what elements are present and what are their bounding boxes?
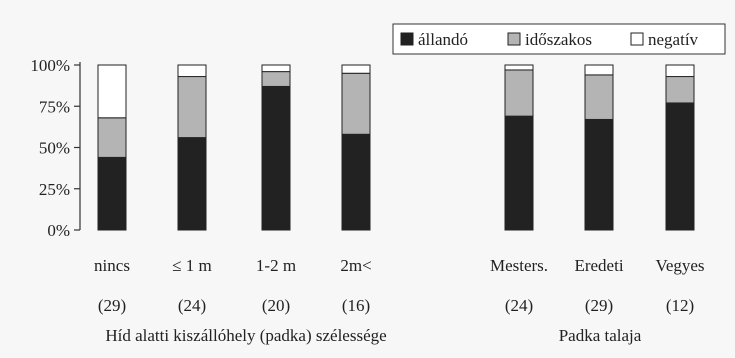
y-tick-label-4: 100% (30, 56, 70, 75)
category-label-g0-c3: 2m< (340, 256, 371, 275)
legend-box (392, 23, 726, 55)
group-label-1: Padka talaja (559, 326, 642, 345)
sample-size-label-g1-c2: (12) (666, 296, 694, 315)
bar-g0-c3-s2 (341, 64, 371, 74)
category-labels: nincs (29) ≤ 1 m (24) 1-2 m (20) 2m< (16) Híd al… (94, 256, 705, 345)
y-axis: 0% 25% 50% 75% 100% (30, 56, 81, 240)
bar-g0-c2-s0 (261, 85, 291, 231)
category-label-g0-c0: nincs (94, 256, 130, 275)
y-tick-label-1: 25% (39, 180, 70, 199)
legend-label-2: negatív (648, 30, 699, 49)
category-label-g1-c0: Mesters. (490, 256, 548, 275)
bar-g0-c0-s1 (97, 117, 127, 158)
bar-g0-c2-s1 (261, 71, 291, 87)
bars (97, 64, 695, 231)
sample-size-label-g1-c0: (24) (505, 296, 533, 315)
bar-g1-c1-s0 (584, 118, 614, 231)
category-label-g0-c2: 1-2 m (256, 256, 296, 275)
legend-swatch-1 (507, 32, 521, 46)
bar-g1-c2-s2 (665, 64, 695, 78)
y-tick-label-2: 50% (39, 139, 70, 158)
bar-g1-c0-s2 (504, 64, 534, 71)
bar-g0-c0-s0 (97, 156, 127, 231)
legend: állandó időszakos negatív (392, 23, 726, 55)
category-label-g1-c1: Eredeti (574, 256, 623, 275)
bar-g1-c0-s0 (504, 115, 534, 231)
legend-swatch-0 (400, 32, 414, 46)
bar-g1-c1-s2 (584, 64, 614, 76)
category-label-g0-c1: ≤ 1 m (172, 256, 212, 275)
bar-g0-c0-s2 (97, 64, 127, 119)
category-label-g1-c2: Vegyes (655, 256, 704, 275)
legend-label-0: állandó (418, 30, 468, 49)
legend-swatch-2 (630, 32, 644, 46)
bar-g0-c3-s1 (341, 72, 371, 135)
bar-g0-c1-s0 (177, 137, 207, 231)
bar-g0-c2-s2 (261, 64, 291, 73)
bar-g1-c1-s1 (584, 74, 614, 120)
bar-g0-c1-s1 (177, 76, 207, 139)
sample-size-label-g1-c1: (29) (585, 296, 613, 315)
y-tick-label-3: 75% (39, 97, 70, 116)
bar-g0-c3-s0 (341, 133, 371, 231)
legend-label-1: időszakos (525, 30, 592, 49)
group-label-0: Híd alatti kiszállóhely (padka) szélessé… (105, 326, 386, 345)
sample-size-label-g0-c1: (24) (178, 296, 206, 315)
bar-g0-c1-s2 (177, 64, 207, 78)
y-tick-label-0: 0% (47, 221, 70, 240)
bar-g1-c2-s0 (665, 102, 695, 231)
sample-size-label-g0-c3: (16) (342, 296, 370, 315)
bar-g1-c2-s1 (665, 76, 695, 104)
bar-g1-c0-s1 (504, 69, 534, 117)
sample-size-label-g0-c0: (29) (98, 296, 126, 315)
sample-size-label-g0-c2: (20) (262, 296, 290, 315)
